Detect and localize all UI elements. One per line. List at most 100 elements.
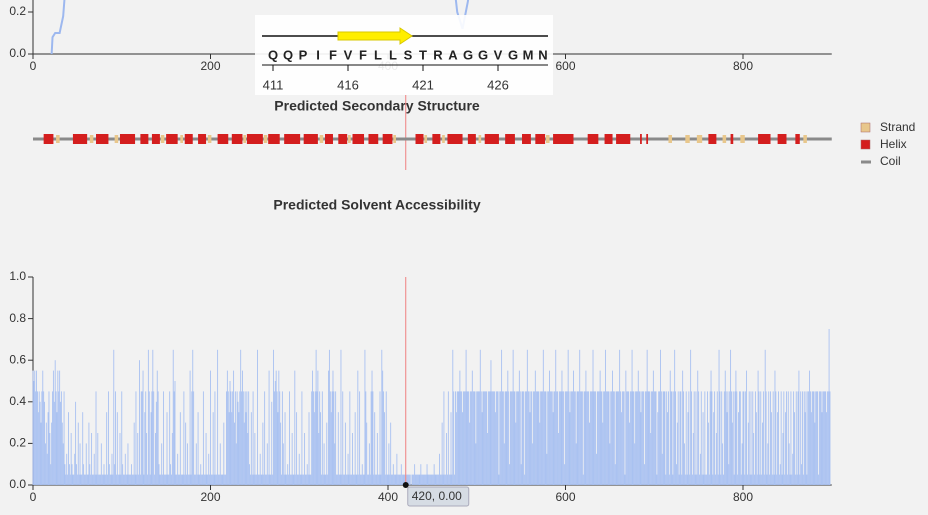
bar (383, 391, 385, 485)
bar (486, 391, 487, 485)
bar (110, 474, 112, 485)
bar (277, 412, 279, 485)
bar (120, 474, 122, 485)
bar (720, 474, 722, 485)
bar (655, 391, 657, 485)
bar (428, 474, 430, 485)
bar (633, 391, 635, 485)
legend-swatch (860, 122, 871, 133)
bar (216, 474, 218, 485)
bar (449, 474, 451, 485)
bar (265, 474, 266, 485)
strand-arrow (337, 27, 413, 45)
bar (58, 391, 60, 485)
bar (735, 370, 737, 485)
bar (316, 391, 318, 485)
bar (36, 391, 38, 485)
bar (248, 391, 250, 485)
residue-letter: L (374, 47, 382, 62)
bar (731, 422, 733, 485)
bar (486, 433, 488, 485)
bar (377, 474, 379, 485)
bar (717, 474, 719, 485)
bar (68, 464, 70, 485)
bar (649, 391, 651, 485)
bar (685, 391, 687, 485)
bar (707, 391, 708, 485)
bar (562, 391, 564, 485)
x-tick-label: 0 (30, 59, 37, 73)
bar (309, 474, 311, 485)
bar (615, 391, 617, 485)
bar (114, 464, 116, 485)
bar (265, 474, 267, 485)
bar (274, 381, 276, 485)
bar (421, 474, 423, 485)
bar (113, 349, 115, 485)
bar (291, 433, 293, 485)
bar (205, 433, 207, 485)
bar (136, 474, 138, 485)
bar (297, 474, 298, 485)
bar (662, 391, 664, 485)
bar (133, 422, 135, 485)
bar (665, 474, 667, 485)
bar (454, 474, 456, 485)
bar (225, 474, 227, 485)
bar (663, 391, 665, 485)
bar (345, 474, 347, 485)
bar (367, 474, 369, 485)
bar (484, 391, 486, 485)
bar (351, 474, 353, 485)
bar (470, 391, 472, 485)
bar (107, 474, 108, 485)
bar (606, 391, 608, 485)
bar (249, 464, 250, 485)
bar (580, 391, 582, 485)
bar (81, 474, 83, 485)
bar (238, 412, 240, 485)
helix-segment (119, 134, 136, 144)
bar (749, 474, 751, 485)
bar (289, 474, 291, 485)
bar (460, 391, 462, 485)
bar (228, 412, 230, 485)
bar (715, 433, 717, 485)
bar (135, 391, 137, 485)
bar (728, 464, 730, 485)
bar (494, 391, 495, 485)
y-tick-label: 0.2 (9, 4, 26, 18)
bar (739, 391, 740, 485)
bar (52, 391, 53, 485)
bar (480, 391, 482, 485)
bar (468, 391, 470, 485)
bar (341, 474, 343, 485)
bar (432, 474, 434, 485)
bar (181, 474, 183, 485)
bar (474, 391, 476, 485)
residue-letter: P (299, 47, 308, 62)
bar (414, 464, 416, 485)
bar (599, 370, 601, 485)
bar (425, 474, 427, 485)
bar (332, 370, 334, 485)
bar (555, 349, 557, 485)
bar (301, 391, 303, 485)
bar (753, 433, 755, 485)
bar (510, 391, 511, 485)
bar (279, 391, 281, 485)
bar (522, 391, 524, 485)
bar (723, 474, 724, 485)
bar (364, 349, 366, 485)
bar (734, 391, 736, 485)
bar (92, 474, 94, 485)
bar (218, 474, 220, 485)
bar (252, 391, 254, 485)
bar (774, 370, 776, 485)
bar (644, 391, 646, 485)
bar (144, 412, 146, 485)
bar (175, 474, 177, 485)
bar (589, 391, 591, 485)
helix-segment (587, 134, 599, 144)
